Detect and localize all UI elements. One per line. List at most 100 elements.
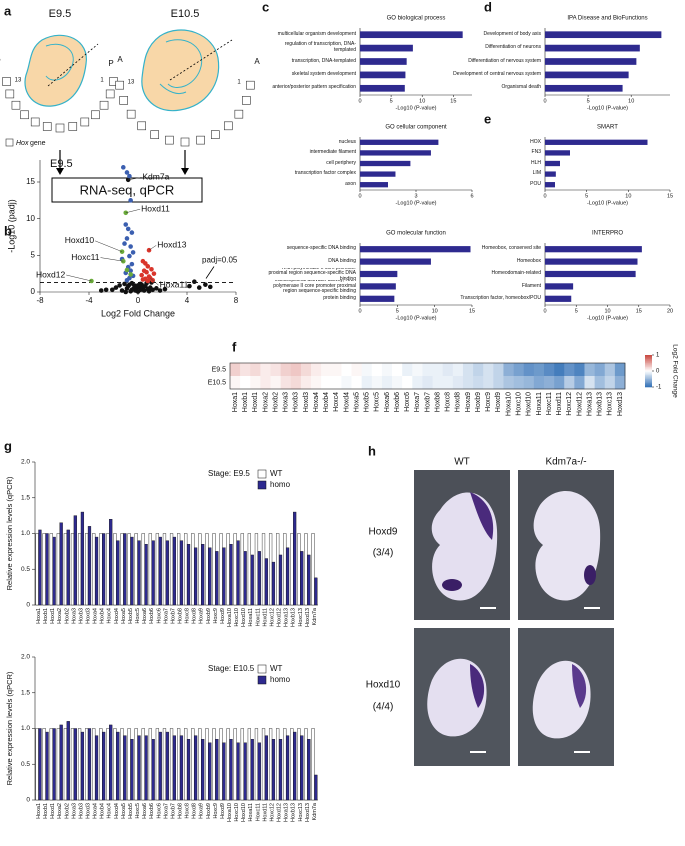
bar [123, 735, 127, 801]
heatmap-cell [250, 376, 261, 390]
y-tick-label: 5 [31, 250, 36, 259]
y-tick-label: 10 [26, 214, 35, 223]
bar [70, 533, 75, 606]
heatmap-cell [230, 376, 241, 390]
column-label: Hoxa1 [232, 392, 239, 412]
bar [243, 742, 247, 801]
bar [545, 283, 574, 290]
panel-label: d [484, 0, 492, 14]
x-tick-label: Hoxa4 [93, 803, 99, 819]
heatmap-cell [311, 363, 322, 377]
y-axis-label: Relative expression levels (qPCR) [5, 476, 14, 590]
chart-title: INTERPRO [592, 231, 623, 237]
heatmap-cell [543, 363, 555, 377]
bar [360, 258, 431, 265]
point [123, 289, 129, 295]
heatmap-cell [614, 376, 626, 390]
heatmap-cell [574, 376, 585, 390]
x-tick-label: 10 [419, 98, 425, 104]
gene-box [42, 122, 52, 131]
x-tick-label: Hoxb9 [206, 608, 212, 624]
x-tick-label: Hoxa1 [36, 803, 42, 819]
bar [283, 533, 287, 606]
category-label-box: intermediate filament [310, 149, 356, 154]
embryo [141, 29, 220, 112]
bar [162, 728, 167, 801]
x-tick-label: Hoxd13 [305, 608, 311, 627]
bar [276, 728, 280, 801]
point [127, 173, 132, 179]
category-label-box: cell periphery [326, 160, 356, 165]
colorbar-step [645, 355, 652, 357]
heatmap-cell [584, 376, 595, 390]
bar [360, 44, 413, 52]
bar [233, 533, 237, 606]
category-label: transcriptional activator activity, RNA … [273, 280, 356, 293]
bar [545, 258, 638, 265]
bar [77, 728, 82, 801]
colorbar-step [645, 375, 652, 377]
bar [113, 728, 117, 801]
bar [545, 84, 623, 92]
chart-title: Stage: E10.5 [208, 664, 255, 673]
legend-label: homo [270, 675, 291, 684]
heatmap-cell [564, 363, 575, 377]
point [135, 283, 141, 288]
point [150, 287, 155, 293]
bar [137, 540, 141, 606]
heatmap-cell [533, 376, 545, 390]
annotation: Hoxc11 [71, 252, 99, 262]
legend-swatch [257, 469, 267, 479]
bar [130, 739, 134, 801]
column-label: Hoxd12 [576, 392, 583, 416]
cut-line [169, 39, 233, 81]
heatmap-cell [260, 363, 271, 377]
x-tick-label: Hoxc12 [269, 608, 275, 627]
arrow-head [181, 168, 189, 175]
bar [236, 742, 240, 801]
cut-line [47, 43, 99, 87]
column-label: Hoxb8 [434, 392, 441, 412]
column-label: Hoxc6 [404, 392, 411, 412]
point [122, 241, 127, 246]
category-label: Development of body axis [483, 30, 541, 37]
x-tick-label: 5 [585, 193, 588, 199]
bar [240, 728, 244, 801]
x-tick-label: Hoxd8 [192, 608, 198, 624]
heatmap-cell [260, 376, 271, 390]
colorbar-step [645, 371, 652, 373]
heatmap-cell [341, 376, 352, 390]
x-axis-label: -Log10 (P-value) [587, 315, 628, 321]
heatmap-cell [493, 376, 504, 390]
point [151, 271, 157, 276]
bar [311, 728, 315, 801]
legend-label: WT [270, 664, 283, 673]
posterior-label: P [0, 57, 1, 66]
box-number: 13 [128, 80, 135, 86]
x-tick-label: Hoxd10 [241, 608, 247, 627]
point [124, 236, 130, 241]
category-label: Homeodomain-related [491, 270, 541, 277]
bar [261, 728, 266, 801]
x-tick-label: Hoxa2 [57, 608, 63, 624]
bar [311, 533, 315, 606]
x-tick-label: Hoxa3 [71, 803, 77, 819]
x-tick-label: Hoxc9 [213, 608, 219, 624]
x-tick-label: 5 [396, 308, 399, 314]
category-label: HOX [530, 138, 541, 145]
annotation: Hoxd13 [157, 240, 187, 250]
gene-box [234, 109, 244, 119]
bar [35, 728, 39, 801]
x-tick-label: Hoxb13 [291, 803, 297, 822]
bar [162, 533, 167, 606]
gene-box [2, 77, 11, 86]
point [129, 287, 135, 293]
point [109, 287, 115, 293]
heatmap-cell [392, 376, 403, 390]
bar [545, 171, 556, 177]
bar [184, 533, 188, 606]
column-label: Hoxd13 [617, 392, 624, 416]
heatmap-cell [432, 363, 443, 377]
bar [278, 554, 283, 606]
